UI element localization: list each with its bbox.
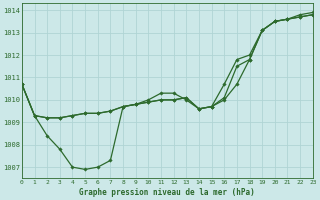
X-axis label: Graphe pression niveau de la mer (hPa): Graphe pression niveau de la mer (hPa) [79, 188, 255, 197]
